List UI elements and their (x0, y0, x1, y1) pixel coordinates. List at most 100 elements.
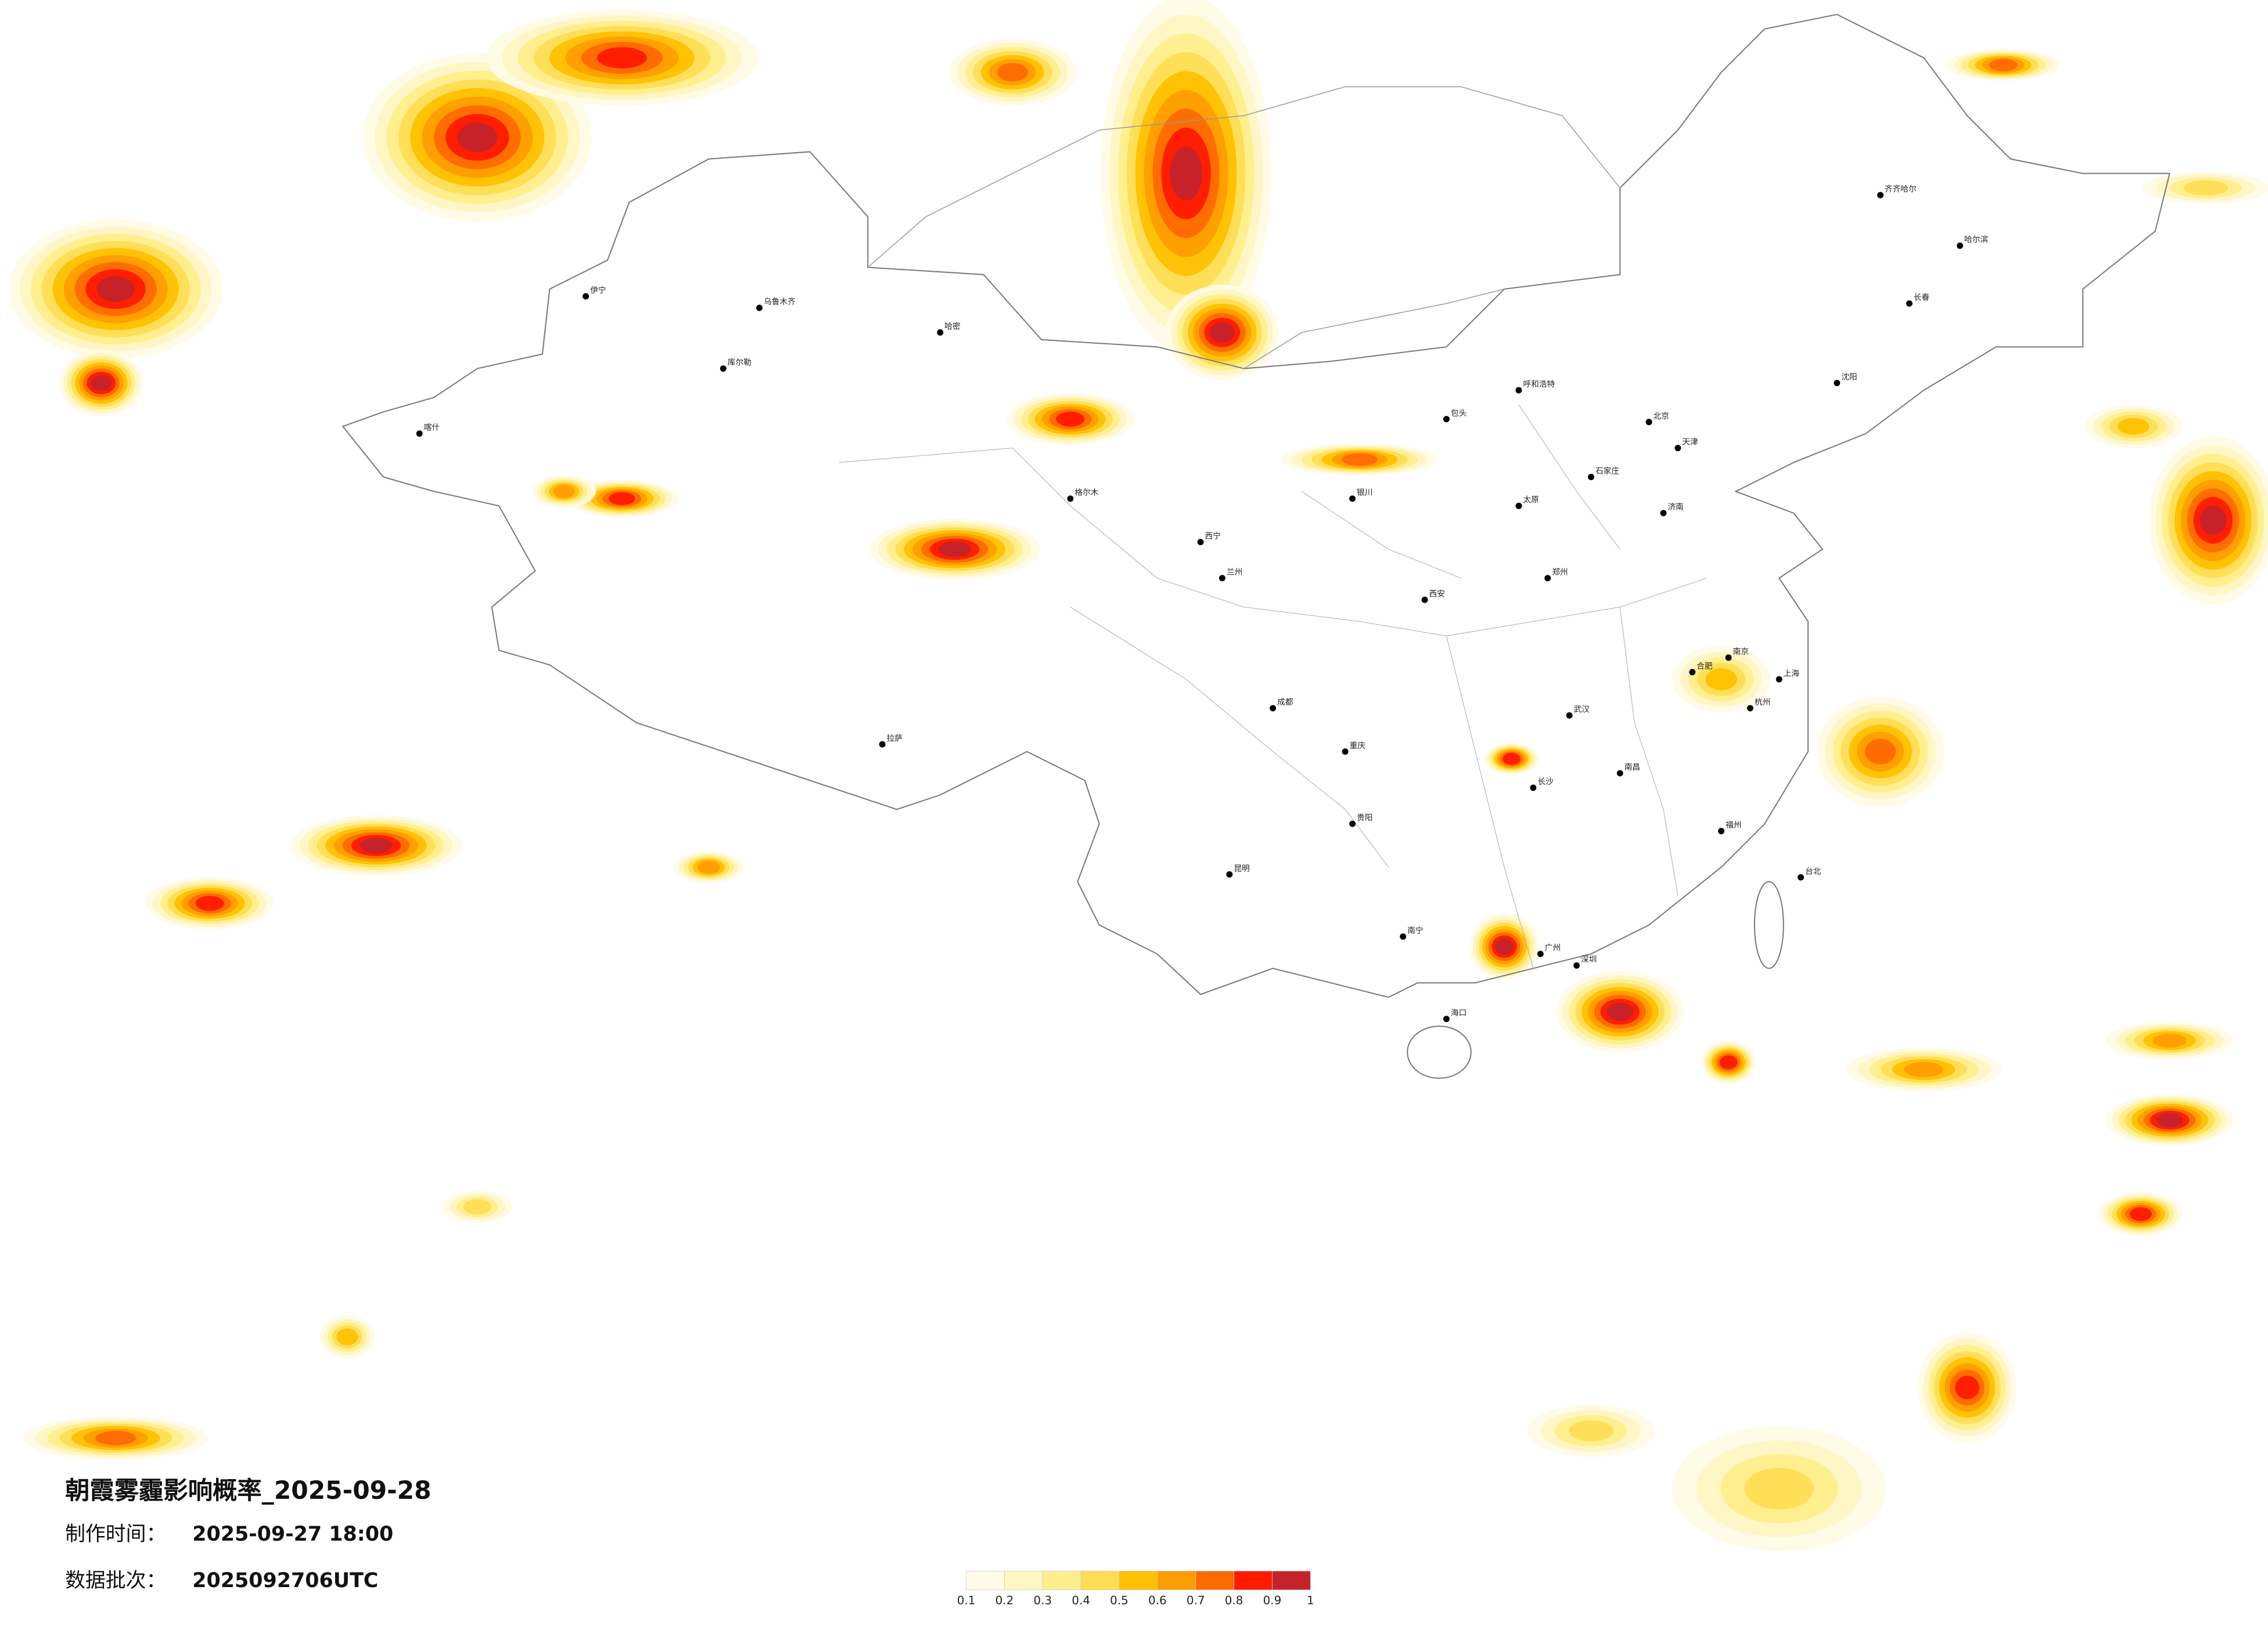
city-dot (1660, 510, 1667, 517)
fog-patch (2156, 1113, 2183, 1128)
city-label: 石家庄 (1595, 466, 1619, 476)
city-dot (1067, 495, 1074, 502)
city-dot (1877, 192, 1884, 199)
city-dot (1270, 705, 1277, 712)
city-dot (1798, 874, 1805, 881)
fog-patch (1955, 1376, 1979, 1400)
fog-patch (2183, 180, 2229, 196)
colorbar-swatch (1080, 1571, 1120, 1591)
city-label: 哈尔滨 (1964, 235, 1988, 244)
city-label: 沈阳 (1841, 373, 1857, 382)
city-label: 南京 (1733, 647, 1749, 656)
city-dot (1197, 538, 1204, 545)
city-label: 齐齐哈尔 (1885, 185, 1917, 194)
city-dot (1443, 416, 1450, 423)
city-label: 西安 (1429, 589, 1445, 599)
fog-patch (697, 861, 720, 874)
city-label: 深圳 (1581, 955, 1597, 965)
city-dot (1645, 419, 1652, 426)
city-dot (1226, 871, 1233, 878)
city-dot (1775, 676, 1782, 683)
city-dot (879, 741, 886, 748)
colorbar-swatch (1195, 1571, 1234, 1591)
city-dot (1718, 828, 1725, 834)
city-label: 长春 (1914, 293, 1930, 303)
fog-patch (1170, 146, 1202, 201)
city-dot (720, 365, 727, 372)
city-label: 天津 (1682, 438, 1698, 447)
city-dot (1530, 784, 1537, 791)
fog-patch (1210, 322, 1235, 343)
city-label: 合肥 (1696, 661, 1713, 671)
fog-patch (1864, 739, 1896, 765)
city-dot (1674, 445, 1681, 452)
fog-patch (463, 1199, 492, 1215)
city-dot (1349, 495, 1356, 502)
city-label: 呼和浩特 (1523, 380, 1555, 389)
city-dot (1689, 668, 1696, 675)
city-dot (1725, 654, 1732, 661)
colorbar-swatch (1042, 1571, 1081, 1591)
city-dot (1746, 705, 1753, 712)
fog-patch (96, 276, 135, 302)
city-dot (1421, 596, 1428, 603)
city-label: 北京 (1654, 412, 1669, 421)
fog-patch (997, 63, 1028, 82)
city-label: 库尔勒 (728, 358, 752, 368)
colorbar-swatch (1119, 1571, 1158, 1591)
colorbar-tick-label: 1 (1307, 1594, 1314, 1607)
made-time-value: 2025-09-27 18:00 (192, 1523, 393, 1546)
fog-patch (457, 123, 498, 152)
city-label: 重庆 (1350, 741, 1366, 750)
city-dot (1573, 962, 1580, 969)
city-label: 太原 (1523, 495, 1539, 505)
fog-patch (195, 895, 224, 911)
city-dot (1566, 712, 1573, 719)
city-dot (1906, 300, 1913, 307)
city-label: 拉萨 (887, 734, 903, 743)
colorbar-swatch (1157, 1571, 1196, 1591)
hainan-outline (1407, 1026, 1472, 1079)
city-label: 郑州 (1552, 568, 1568, 577)
city-dot (416, 430, 423, 437)
fog-patch (2118, 418, 2150, 435)
mongolia-border (867, 86, 1620, 369)
colorbar-tick-label: 0.1 (957, 1594, 976, 1607)
fog-patch (1342, 453, 1378, 466)
city-label: 伊宁 (590, 285, 606, 295)
probability-field (8, 0, 2268, 1551)
city-dot (1443, 1016, 1450, 1023)
fog-patch (2129, 1207, 2152, 1221)
colorbar-tick-label: 0.7 (1187, 1594, 1205, 1607)
city-dot (1544, 575, 1551, 582)
fog-patch (1606, 1002, 1634, 1021)
fog-patch (1503, 753, 1521, 765)
city-label: 杭州 (1755, 698, 1770, 707)
colorbar-tick-label: 0.5 (1110, 1594, 1128, 1607)
colorbar-tick-label: 0.8 (1225, 1594, 1243, 1607)
province-lines (839, 404, 1707, 969)
city-dot (1515, 502, 1522, 509)
fog-patch (336, 1328, 358, 1346)
fog-patch (1719, 1055, 1738, 1070)
city-label: 乌鲁木齐 (764, 297, 796, 307)
city-label: 喀什 (424, 423, 440, 433)
city-dot (937, 329, 944, 336)
taiwan-outline (1753, 881, 1784, 969)
fog-patch (1989, 59, 2018, 71)
city-label: 格尔木 (1074, 488, 1098, 498)
fog-patch (553, 484, 575, 498)
city-label: 兰州 (1227, 568, 1242, 577)
colorbar-tick-label: 0.9 (1263, 1594, 1282, 1607)
fog-patch (1569, 1420, 1613, 1442)
colorbar-swatch (1004, 1571, 1043, 1591)
city-dot (1219, 575, 1225, 582)
city-dot (1342, 748, 1349, 755)
city-label: 长沙 (1537, 777, 1554, 786)
city-label: 成都 (1277, 698, 1293, 707)
city-label: 贵阳 (1357, 814, 1372, 823)
colorbar-swatch (966, 1571, 1005, 1591)
